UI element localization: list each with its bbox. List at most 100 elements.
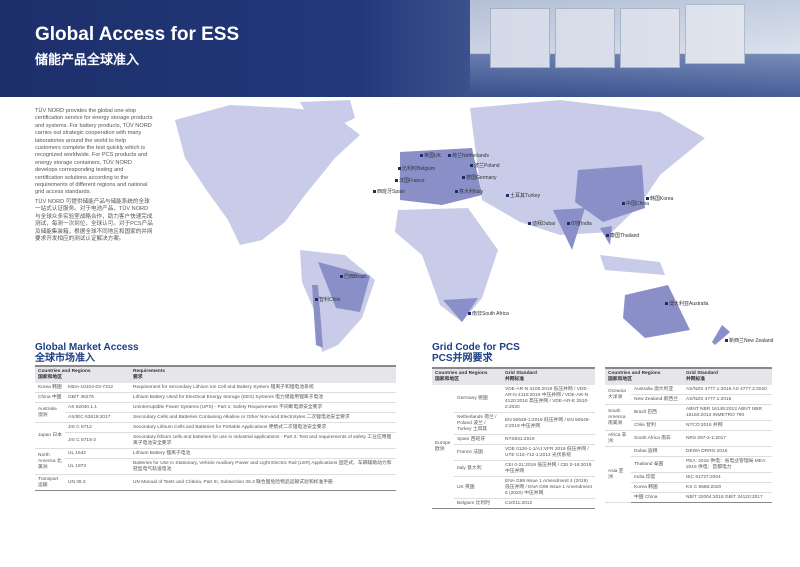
standard-cell: NTS631:2019 bbox=[502, 434, 595, 445]
table-row: Japan 日本 JIS C 8712 Secondary Lithium Cell… bbox=[35, 422, 396, 449]
map-label: 新西兰New Zealand bbox=[725, 337, 773, 344]
region-cell: Europe 欧洲 bbox=[432, 385, 454, 509]
requirement-cell: Secondary Cells and Batteries Containing… bbox=[130, 412, 396, 423]
country-cell: New Zealand 新西兰 bbox=[631, 394, 683, 405]
requirement-cell: Lithium Battery Used for Electrical Ener… bbox=[130, 392, 396, 403]
country-cell: Chile 智利 bbox=[631, 420, 683, 431]
table-row: North America 北美洲 UL 1642 Lithium Battery … bbox=[35, 448, 396, 475]
standard-cell: GB/T 36276 bbox=[65, 392, 130, 403]
standard-cell: EN 50549-1:2019 低压并网 / EN 50549-2:2019 中… bbox=[502, 412, 595, 435]
standard-cell: ENA G98 Issue 1 Amendment 4 (2019) 低压并网 … bbox=[502, 476, 595, 499]
country-cell: Spain 西班牙 bbox=[454, 434, 502, 445]
region-cell: Korea 韩国 bbox=[35, 383, 65, 393]
table-row: Italy 意大利 CEI 0-21:2019 低压并网 / CEI 0-16:2… bbox=[432, 460, 595, 477]
map-label: 比利时Belgium bbox=[398, 165, 435, 172]
map-label: 韩国Korea bbox=[646, 195, 673, 202]
region-cell: Australia 澳洲 bbox=[35, 402, 65, 423]
region-cell: North America 北美洲 bbox=[35, 448, 65, 475]
standard-cell: AS 62040.1.1 bbox=[65, 402, 130, 413]
intro-text: TÜV NORD provides the global one-stop ce… bbox=[35, 108, 153, 245]
map-label: 英国UK bbox=[420, 152, 441, 159]
region-cell: Africa 非洲 bbox=[605, 430, 631, 447]
requirement-cell: Secondary Lithium Cells and Batteries fo… bbox=[130, 422, 396, 433]
standard-cell: KBIA-10104-03-7312 bbox=[65, 383, 130, 393]
map-label: 印度India bbox=[567, 220, 592, 227]
market-title: Global Market Access 全球市场准入 bbox=[35, 342, 139, 364]
grid-table-europe: Countries and Regions 国家和地区 Grid Standard 并… bbox=[432, 367, 595, 509]
standard-cell: PEA: 2016 供电：省电业管理局 MEA: 2015 供电：首都电力 bbox=[683, 456, 772, 473]
standard-cell: NRS 097-2-1:2017 bbox=[683, 430, 772, 447]
requirement-cell: Uninterruptible Power Systems (UPS) - Pa… bbox=[130, 402, 396, 413]
map-label: 荷兰Netherlands bbox=[448, 152, 489, 159]
standard-cell: AS/IEC 62619:2017 bbox=[65, 412, 130, 423]
north-america bbox=[175, 105, 360, 245]
standard-cell: UL 1973 bbox=[65, 458, 130, 475]
requirement-cell: Lithium Battery 锂离子电池 bbox=[130, 448, 396, 459]
intro-en: TÜV NORD provides the global one-stop ce… bbox=[35, 108, 153, 196]
standard-cell: ABNT NBR 16149:2013 ABNT NBR 16150:2013 … bbox=[683, 404, 772, 421]
table-row: France 法国 VDE 0126-1-1/A1:VFR 2019 低压并网 /… bbox=[432, 444, 595, 461]
table-row: Oceania 大洋洲 Australia 澳大利亚 AS/NZS 4777.1:2… bbox=[605, 385, 772, 405]
map-label: 土耳其Turkey bbox=[506, 192, 540, 199]
country-cell: Dubai 迪拜 bbox=[631, 446, 683, 457]
region-cell: South America 南美洲 bbox=[605, 404, 631, 431]
standard-cell: NTCO:2016 并网 bbox=[683, 420, 772, 431]
standard-cell: C10/11:2012 bbox=[502, 498, 595, 509]
standard-cell: NB/T 32004:2018 GB/T 34120:2017 bbox=[683, 492, 772, 503]
table-row: JIS C 8715-2 Secondary lithium cells and … bbox=[35, 432, 396, 449]
grid-table-other: Countries and Regions 国家和地区 Grid Standard 并… bbox=[605, 367, 772, 503]
table-row: Thailand 泰国 PEA: 2016 供电：省电业管理局 MEA: 2015… bbox=[605, 456, 772, 473]
country-cell: UK 英国 bbox=[454, 476, 502, 499]
country-cell: India 印度 bbox=[631, 472, 683, 483]
south-africa-highlight bbox=[443, 298, 478, 322]
page-subtitle: 储能产品全球准入 bbox=[35, 52, 140, 67]
table-row: Spain 西班牙 NTS631:2019 bbox=[432, 434, 595, 445]
standard-cell: IEC 61727:2004 bbox=[683, 472, 772, 483]
china-highlight bbox=[575, 165, 645, 222]
table-row: Korea 韩国 KS C 8565:2020 bbox=[605, 482, 772, 493]
country-cell: Germany 德国 bbox=[454, 385, 502, 413]
table-row: Chile 智利 NTCO:2016 并网 bbox=[605, 420, 772, 431]
map-label: 智利Chile bbox=[315, 296, 340, 303]
greenland bbox=[300, 100, 355, 130]
requirement-cell: Requirement for Secondary Lithium Ion Ce… bbox=[130, 383, 396, 393]
table-row: Transport 运输 UN 38.3 UN Manual of Tests an… bbox=[35, 474, 396, 491]
grid-title: Grid Code for PCS PCS并网要求 bbox=[432, 342, 520, 364]
table-row: India 印度 IEC 61727:2004 bbox=[605, 472, 772, 483]
region-cell: China 中国 bbox=[35, 392, 65, 403]
asia bbox=[470, 100, 705, 235]
region-cell: Japan 日本 bbox=[35, 422, 65, 449]
table-row: Africa 非洲 South Africa 南非 NRS 097-2-1:2017 bbox=[605, 430, 772, 447]
country-cell: Thailand 泰国 bbox=[631, 456, 683, 473]
standard-cell: AS/NZS 4777.1:2016 AS 4777.2:2020 bbox=[683, 385, 772, 395]
region-cell: Oceania 大洋洲 bbox=[605, 385, 631, 405]
country-cell: Belgium 比利时 bbox=[454, 498, 502, 509]
table-row: South America 南美洲 Brazil 巴西 ABNT NBR 16149… bbox=[605, 404, 772, 431]
standard-cell: JIS C 8715-2 bbox=[65, 432, 130, 449]
region-cell: Asia 亚洲 bbox=[605, 446, 631, 503]
table-row: China 中国 GB/T 36276 Lithium Battery Used f… bbox=[35, 392, 396, 403]
containers-photo bbox=[470, 0, 800, 97]
country-cell: Australia 澳大利亚 bbox=[631, 385, 683, 395]
intro-zh: TÜV NORD 可提供储能产品与储能系统的全球一站式认证服务。对于电池产品，T… bbox=[35, 198, 153, 242]
africa bbox=[395, 208, 498, 322]
standard-cell: KS C 8565:2020 bbox=[683, 482, 772, 493]
standard-cell: JIS C 8712 bbox=[65, 422, 130, 433]
requirement-cell: Secondary lithium cells and batteries fo… bbox=[130, 432, 396, 449]
table-row: UL 1973 Batteries for Use In Stationary, … bbox=[35, 458, 396, 475]
new-zealand-highlight bbox=[712, 325, 730, 345]
map-label: 迪拜Dubai bbox=[528, 220, 555, 227]
country-cell: Italy 意大利 bbox=[454, 460, 502, 477]
requirement-cell: Batteries for Use In Stationary, Vehicle… bbox=[130, 458, 396, 475]
standard-cell: CEI 0-21:2019 低压并网 / CEI 0-16:2019 中压并网 bbox=[502, 460, 595, 477]
table-row: Australia 澳洲 AS 62040.1.1 Uninterruptible … bbox=[35, 402, 396, 423]
table-row: Europe 欧洲 Germany 德国 VDE-AR-N 4105:2018 低压… bbox=[432, 385, 595, 509]
map-label: 波兰Poland bbox=[470, 162, 500, 169]
map-label: 意大利Italy bbox=[455, 188, 483, 195]
country-cell: Brazil 巴西 bbox=[631, 404, 683, 421]
requirement-cell: UN Manual of Tests and Criteria, Part II… bbox=[130, 474, 396, 491]
standard-cell: UL 1642 bbox=[65, 448, 130, 459]
standard-cell: UN 38.3 bbox=[65, 474, 130, 491]
table-row: Belgium 比利时 C10/11:2012 bbox=[432, 498, 595, 509]
table-row: New Zealand 新西兰 AS/NZS 4777.1:2016 bbox=[605, 394, 772, 405]
